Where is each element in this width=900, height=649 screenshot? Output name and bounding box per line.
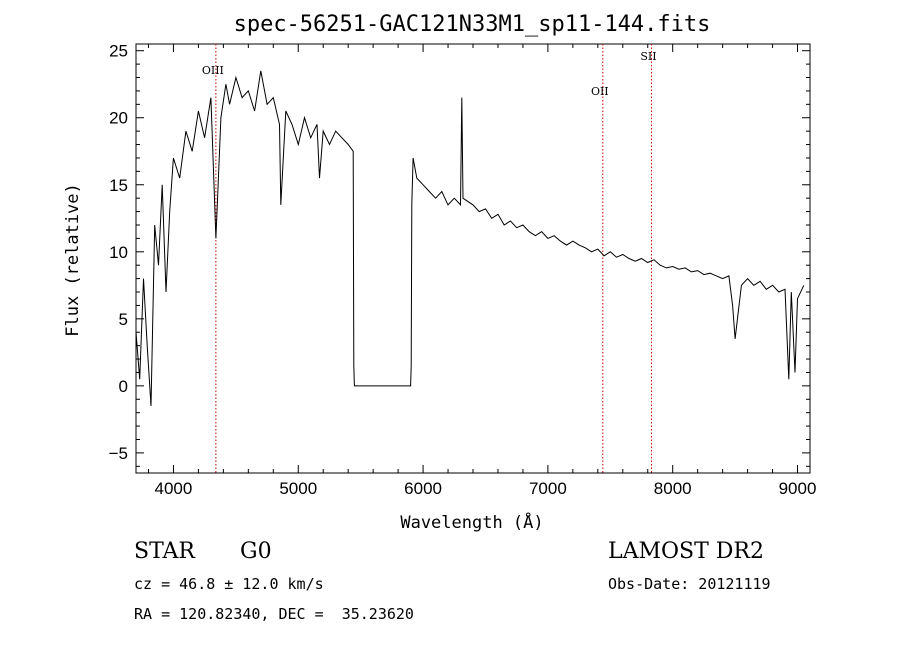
- x-tick-label: 9000: [779, 479, 817, 498]
- x-tick-label: 7000: [529, 479, 567, 498]
- star-class-label: STAR: [134, 539, 195, 564]
- y-tick-label: 0: [119, 377, 128, 396]
- cz-label: cz = 46.8 ± 12.0 km/s: [134, 575, 324, 593]
- radec-label: RA = 120.82340, DEC = 35.23620: [134, 605, 414, 623]
- x-tick-label: 5000: [279, 479, 317, 498]
- line-label-sii: SII: [640, 50, 656, 63]
- spectrum-line: [136, 70, 805, 407]
- line-label-oii: OII: [591, 85, 609, 98]
- line-label-oiii: OIII: [202, 64, 224, 77]
- annotation-lines: OIII OII SII: [202, 44, 657, 473]
- x-tick-label: 4000: [155, 479, 193, 498]
- y-axis-label: Flux (relative): [63, 183, 83, 337]
- y-tick-label: −5: [109, 444, 128, 463]
- chart-title: spec-56251-GAC121N33M1_sp11-144.fits: [234, 12, 711, 37]
- y-tick-label: 20: [109, 109, 128, 128]
- x-tick-label: 6000: [404, 479, 442, 498]
- x-tick-label: 8000: [654, 479, 692, 498]
- y-tick-label: 15: [109, 176, 128, 195]
- y-tick-label: 5: [119, 310, 128, 329]
- series-layer: [136, 70, 805, 407]
- obs-date-label: Obs-Date: 20121119: [608, 575, 771, 593]
- y-tick-label: 10: [109, 243, 128, 262]
- ticks-layer: 4000 5000 6000 7000 8000 9000 −5 0 5 10 15 20 25: [109, 42, 817, 498]
- plot-border: [135, 43, 811, 474]
- star-subclass-label: G0: [240, 539, 272, 564]
- survey-label: LAMOST DR2: [608, 539, 764, 564]
- plot-frame: [135, 43, 811, 474]
- x-axis-label: Wavelength (Å): [400, 511, 543, 533]
- y-tick-label: 25: [109, 42, 128, 61]
